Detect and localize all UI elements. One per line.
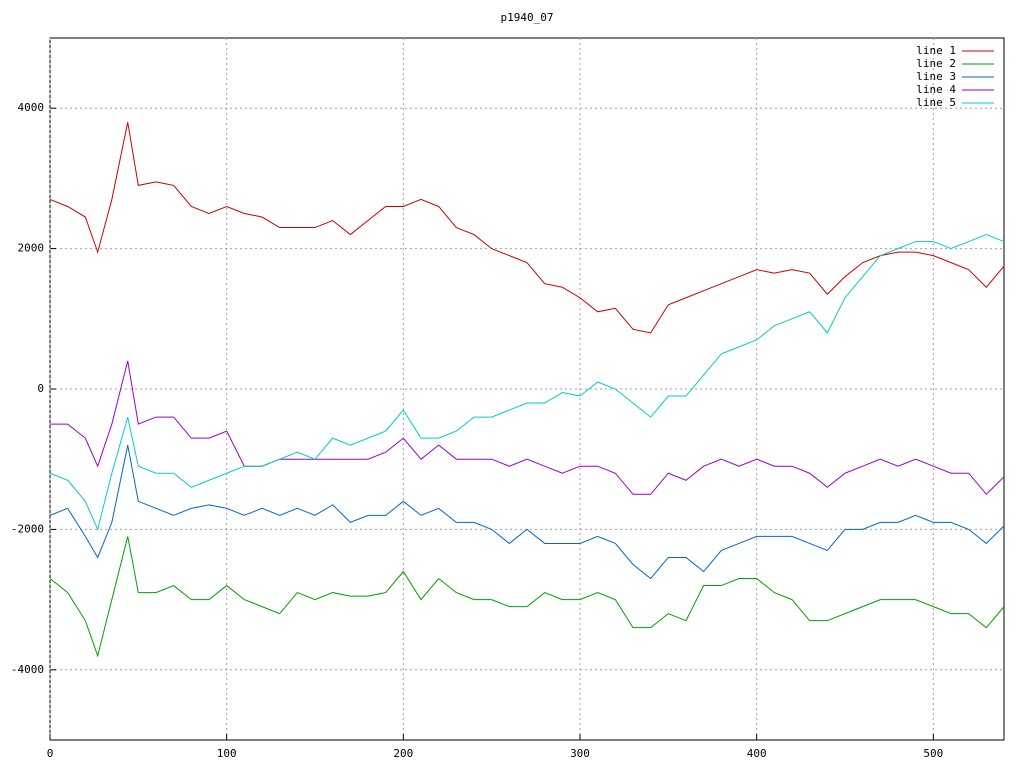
y-tick-label: 2000 xyxy=(18,242,45,255)
data-line xyxy=(49,234,1005,531)
data-line xyxy=(50,360,1005,496)
y-tick-label: 4000 xyxy=(18,101,45,114)
data-line xyxy=(49,122,1005,334)
data-line xyxy=(49,445,1005,580)
data-line xyxy=(49,536,1005,658)
x-tick-label: 300 xyxy=(570,747,590,760)
x-tick-label: 200 xyxy=(393,747,413,760)
x-tick-label: 100 xyxy=(217,747,237,760)
x-tick-label: 0 xyxy=(47,747,54,760)
legend-label: line 3 xyxy=(916,70,956,83)
legend-label: line 2 xyxy=(916,57,956,70)
x-tick-label: 500 xyxy=(923,747,943,760)
y-tick-label: -4000 xyxy=(11,663,44,676)
y-tick-label: 0 xyxy=(37,382,44,395)
y-tick-label: -2000 xyxy=(11,522,44,535)
chart-title: p1940_07 xyxy=(501,11,554,24)
legend-label: line 4 xyxy=(916,83,956,96)
legend-label: line 5 xyxy=(916,96,956,109)
x-tick-label: 400 xyxy=(747,747,767,760)
legend-label: line 1 xyxy=(916,44,956,57)
